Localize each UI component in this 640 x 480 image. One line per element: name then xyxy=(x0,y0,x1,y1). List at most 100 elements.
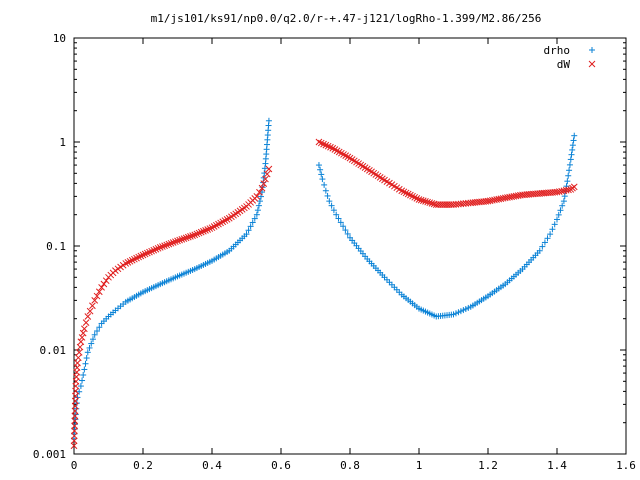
data-point xyxy=(165,240,173,248)
data-point xyxy=(555,211,562,218)
data-point xyxy=(570,183,578,191)
data-point xyxy=(536,247,543,254)
data-point xyxy=(328,202,335,209)
data-point xyxy=(559,202,566,209)
data-point xyxy=(91,297,99,304)
data-point xyxy=(422,198,429,205)
data-point xyxy=(71,422,78,430)
data-point xyxy=(568,151,575,158)
data-point xyxy=(100,280,108,288)
data-point xyxy=(82,360,89,367)
series-drho xyxy=(71,117,578,442)
data-point xyxy=(74,354,82,362)
chart-title: m1/js101/ks91/np0.0/q2.0/r-+.47-j121/log… xyxy=(151,12,542,25)
x-tick-label: 0.2 xyxy=(133,459,153,472)
data-point xyxy=(93,292,101,300)
data-point xyxy=(88,340,95,347)
data-point xyxy=(148,247,155,255)
data-point xyxy=(400,188,408,196)
data-point xyxy=(335,215,342,222)
data-point xyxy=(76,388,83,395)
data-point xyxy=(133,254,140,262)
data-point xyxy=(551,221,558,228)
data-point xyxy=(71,397,79,405)
data-point xyxy=(249,219,256,226)
data-point xyxy=(79,329,87,337)
data-point xyxy=(143,249,151,257)
data-point xyxy=(566,161,573,168)
data-point xyxy=(70,432,78,440)
data-point xyxy=(82,319,90,326)
data-point xyxy=(326,198,333,205)
data-point xyxy=(564,178,571,185)
data-point xyxy=(324,192,331,199)
data-point xyxy=(206,225,214,232)
data-point xyxy=(83,355,90,362)
data-point xyxy=(193,230,201,238)
data-point xyxy=(72,392,79,400)
data-point xyxy=(262,175,269,183)
data-point xyxy=(86,307,94,315)
data-point xyxy=(169,239,177,246)
data-point xyxy=(139,251,147,259)
data-point xyxy=(265,117,272,124)
y-tick-label: 10 xyxy=(53,32,66,45)
data-point xyxy=(150,246,158,254)
data-point xyxy=(180,235,188,242)
data-point xyxy=(195,229,203,237)
data-point xyxy=(253,193,261,200)
data-point xyxy=(154,244,162,252)
data-point xyxy=(407,191,414,199)
data-point xyxy=(571,132,578,139)
data-point xyxy=(79,377,86,384)
data-point xyxy=(541,239,548,246)
data-point xyxy=(98,284,105,291)
data-point xyxy=(71,407,79,415)
data-point xyxy=(561,193,568,200)
data-point xyxy=(84,313,92,320)
legend-marker-dW xyxy=(588,60,596,68)
data-point xyxy=(91,331,98,338)
data-point xyxy=(318,171,325,178)
data-point xyxy=(254,207,261,214)
data-point xyxy=(554,216,560,223)
data-point xyxy=(333,211,340,218)
data-point xyxy=(191,231,199,239)
data-point xyxy=(321,181,328,188)
data-point xyxy=(315,162,322,169)
x-tick-label: 0.6 xyxy=(271,459,291,472)
data-point xyxy=(257,193,264,200)
data-point xyxy=(317,166,324,173)
data-point xyxy=(176,236,184,244)
y-tick-label: 0.1 xyxy=(46,240,66,253)
data-point xyxy=(84,349,91,356)
data-point xyxy=(200,227,207,235)
data-point xyxy=(161,242,168,250)
data-point xyxy=(204,226,212,233)
data-point xyxy=(171,238,179,246)
data-point xyxy=(344,230,351,237)
data-point xyxy=(80,371,87,378)
data-point xyxy=(86,344,93,351)
data-point xyxy=(80,325,88,333)
data-point xyxy=(152,245,160,253)
data-point xyxy=(71,427,78,435)
data-point xyxy=(419,197,427,205)
y-tick-label: 0.001 xyxy=(33,448,66,461)
data-point xyxy=(163,241,171,249)
data-point xyxy=(95,288,103,296)
data-point xyxy=(570,137,577,144)
x-tick-label: 0 xyxy=(71,459,78,472)
data-point xyxy=(72,387,79,395)
data-point xyxy=(76,343,84,351)
data-point xyxy=(75,349,83,356)
x-tick-label: 1 xyxy=(416,459,423,472)
data-point xyxy=(426,199,434,207)
data-point xyxy=(404,190,412,198)
data-point xyxy=(197,228,205,236)
data-point xyxy=(539,243,546,250)
y-tick-label: 0.01 xyxy=(40,344,67,357)
plot-area xyxy=(70,117,578,450)
